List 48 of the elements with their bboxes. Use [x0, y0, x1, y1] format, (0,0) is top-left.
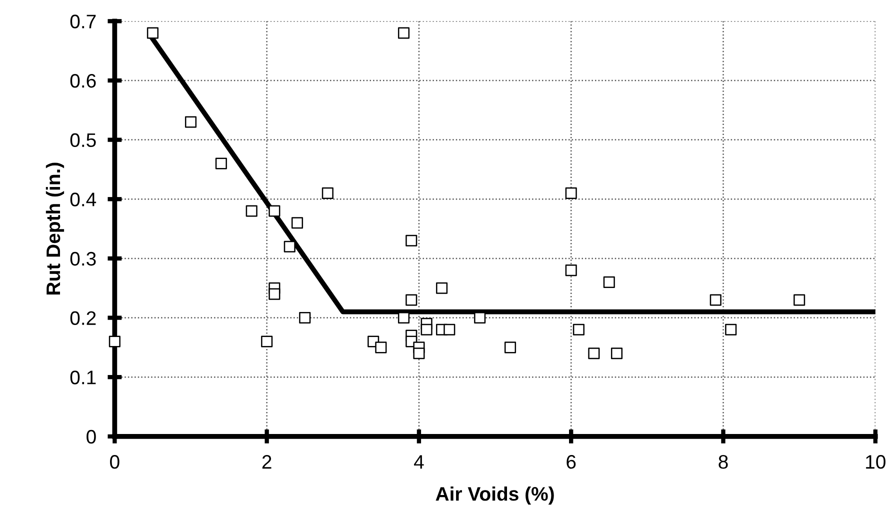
point	[146, 27, 158, 39]
x-axis-title: Air Voids (%)	[436, 486, 554, 505]
y-tick-label: 0.6	[70, 74, 96, 88]
point	[375, 342, 387, 354]
y-axis-title: Rut Depth (in.)	[46, 162, 64, 294]
point	[268, 288, 280, 300]
point	[322, 187, 334, 199]
point	[504, 342, 516, 354]
y-tick-label: 0.1	[70, 370, 96, 384]
x-tick-label: 2	[262, 454, 272, 469]
point	[603, 276, 615, 288]
y-tick-label: 0.4	[70, 192, 96, 206]
point	[246, 205, 258, 217]
point	[725, 324, 737, 336]
point	[406, 234, 418, 246]
x-tick-label: 6	[566, 454, 576, 469]
x-tick-label: 4	[414, 455, 424, 469]
point	[588, 348, 600, 360]
point	[794, 294, 806, 306]
point	[215, 158, 227, 170]
point	[108, 336, 120, 348]
point	[268, 205, 280, 217]
point	[565, 264, 577, 276]
point	[710, 294, 722, 306]
point	[413, 348, 425, 360]
point	[444, 324, 456, 336]
point	[291, 217, 304, 229]
point	[284, 240, 296, 252]
point	[565, 187, 577, 199]
point	[398, 27, 410, 39]
point	[420, 324, 432, 336]
y-tick-label: 0.5	[70, 133, 96, 148]
point	[261, 336, 273, 348]
x-tick-label: 0	[110, 454, 120, 469]
point	[474, 312, 486, 324]
point	[572, 324, 584, 336]
y-tick-label: 0.3	[70, 252, 96, 266]
point	[436, 282, 448, 294]
y-tick-label: 0	[86, 430, 96, 444]
point	[184, 116, 197, 128]
y-tick-label: 0.2	[70, 311, 96, 326]
point	[398, 312, 410, 324]
point	[406, 294, 418, 306]
y-tick-label: 0.7	[70, 14, 96, 28]
x-tick-label: 10	[866, 454, 886, 469]
point	[299, 312, 311, 324]
x-tick-label: 8	[718, 454, 728, 469]
point	[610, 348, 623, 360]
